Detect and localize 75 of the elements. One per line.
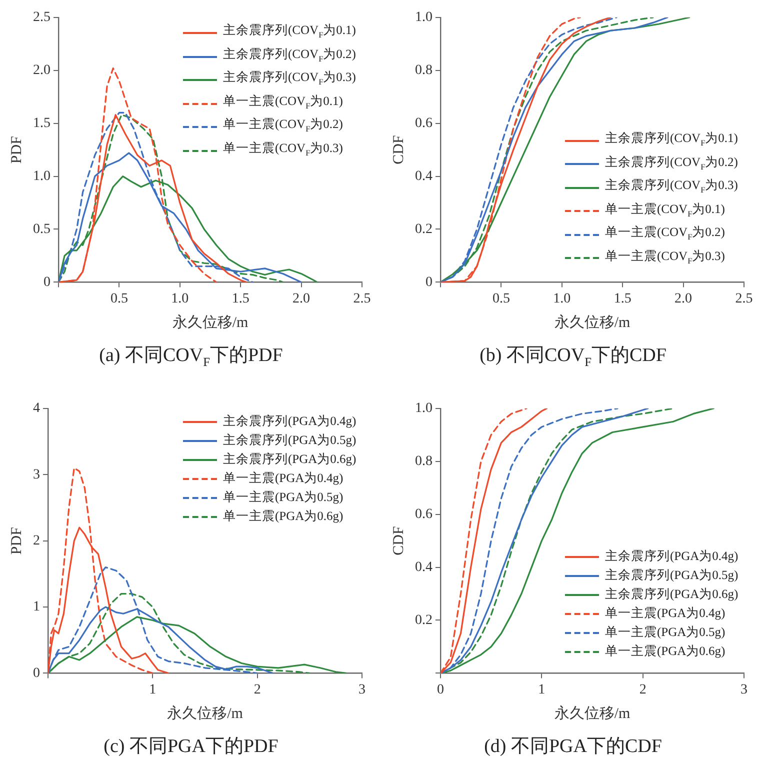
x-axis-title: 永久位移/m: [554, 314, 630, 331]
x-tick-label: 2: [254, 682, 261, 698]
legend-label: 主余震序列(COV$_{F}$为0.1): [223, 22, 356, 42]
legend-label: 单一主震(PGA为0.5g): [223, 489, 344, 506]
text: (d) 不同PGA下的CDF: [483, 735, 663, 759]
legend-label: 单一主震(PGA为0.6g): [605, 643, 726, 660]
y-axis-title: CDF: [390, 526, 407, 556]
legend-label: 主余震序列(COV$_{F}$为0.3): [605, 177, 738, 197]
legend-label: 单一主震(COV$_{F}$为0.2): [605, 224, 725, 244]
x-tick-label: 0.5: [110, 291, 128, 306]
y-tick-label: 0: [44, 274, 50, 290]
legend-label: 单一主震(COV$_{F}$为0.1): [223, 92, 343, 112]
x-axis-title: 永久位移/m: [554, 704, 630, 722]
y-tick-label: 0.2: [415, 222, 432, 237]
legend-label: 单一主震(COV$_{F}$为0.1): [605, 200, 725, 220]
y-tick-label: 0.5: [33, 222, 50, 237]
legend-label: 主余震序列(COV$_{F}$为0.2): [605, 154, 738, 174]
text: (b) 不同COV$_{F}$下的CDF: [478, 344, 668, 370]
x-tick-label: 3: [358, 682, 366, 698]
y-tick-label: 2: [33, 533, 40, 548]
legend-label: 主余震序列(PGA为0.4g): [605, 548, 738, 566]
x-tick-label: 1.0: [553, 291, 571, 306]
text: (c) 不同PGA下的PDF: [102, 735, 280, 759]
y-tick-label: 1.0: [33, 168, 50, 184]
y-tick-label: 2.5: [33, 10, 50, 26]
legend-label: 主余震序列(PGA为0.5g): [223, 432, 356, 450]
y-tick-label: 0.2: [415, 612, 432, 628]
legend-label: 主余震序列(PGA为0.5g): [605, 567, 738, 584]
y-tick-label: 0.6: [415, 116, 432, 131]
y-tick-label: 3: [33, 467, 40, 482]
x-tick-label: 1: [538, 682, 546, 698]
y-tick-label: 1.0: [415, 10, 432, 26]
x-tick-label: 2.0: [674, 291, 692, 306]
y-tick-label: 1: [33, 600, 40, 615]
legend-label: 单一主震(COV$_{F}$为0.3): [605, 248, 725, 268]
y-tick-label: 0.4: [415, 168, 432, 184]
legend-label: 单一主震(PGA为0.5g): [605, 624, 726, 642]
x-tick-label: 1.5: [232, 291, 250, 306]
y-tick-label: 1.0: [415, 401, 432, 416]
legend-label: 单一主震(PGA为0.4g): [223, 470, 344, 488]
x-tick-label: 0: [437, 682, 444, 698]
y-tick-label: 0: [33, 666, 40, 681]
y-tick-label: 4: [33, 401, 40, 416]
x-tick-label: 2: [639, 682, 646, 698]
x-axis-title: 永久位移/m: [172, 314, 248, 331]
y-tick-label: 2.0: [33, 63, 50, 78]
y-tick-label: 0.8: [415, 63, 432, 78]
x-tick-label: 1: [149, 682, 156, 698]
legend-label: 单一主震(PGA为0.6g): [223, 508, 344, 526]
x-tick-label: 2.5: [735, 291, 753, 306]
x-tick-label: 3: [740, 682, 748, 698]
x-tick-label: 2.5: [353, 291, 371, 306]
y-tick-label: 0: [426, 274, 432, 290]
legend-label: 主余震序列(PGA为0.4g): [223, 413, 356, 430]
x-tick-label: 1.5: [614, 291, 632, 306]
y-tick-label: 0.6: [415, 506, 432, 522]
legend-label: 单一主震(COV$_{F}$为0.2): [223, 116, 343, 136]
y-tick-label: 0.8: [415, 454, 432, 470]
legend-label: 主余震序列(PGA为0.6g): [223, 451, 356, 468]
y-axis-title: PDF: [8, 136, 25, 164]
legend-label: 主余震序列(COV$_{F}$为0.3): [223, 69, 356, 89]
x-tick-label: 1.0: [171, 291, 189, 306]
x-tick-label: 0.5: [492, 291, 510, 306]
legend-label: 主余震序列(COV$_{F}$为0.2): [223, 46, 356, 66]
y-axis-title: CDF: [390, 135, 407, 164]
legend-label: 主余震序列(PGA为0.6g): [605, 586, 738, 604]
x-axis-title: 永久位移/m: [167, 704, 244, 722]
legend-label: 单一主震(PGA为0.4g): [605, 605, 726, 622]
text: (a) 不同COV$_{F}$下的PDF: [98, 344, 284, 370]
legend-label: 主余震序列(COV$_{F}$为0.1): [605, 130, 738, 150]
y-axis-title: PDF: [8, 527, 25, 555]
y-tick-label: 0.4: [415, 560, 432, 575]
x-tick-label: 2.0: [292, 291, 310, 306]
y-tick-label: 1.5: [33, 116, 50, 131]
legend-label: 单一主震(COV$_{F}$为0.3): [223, 140, 343, 160]
